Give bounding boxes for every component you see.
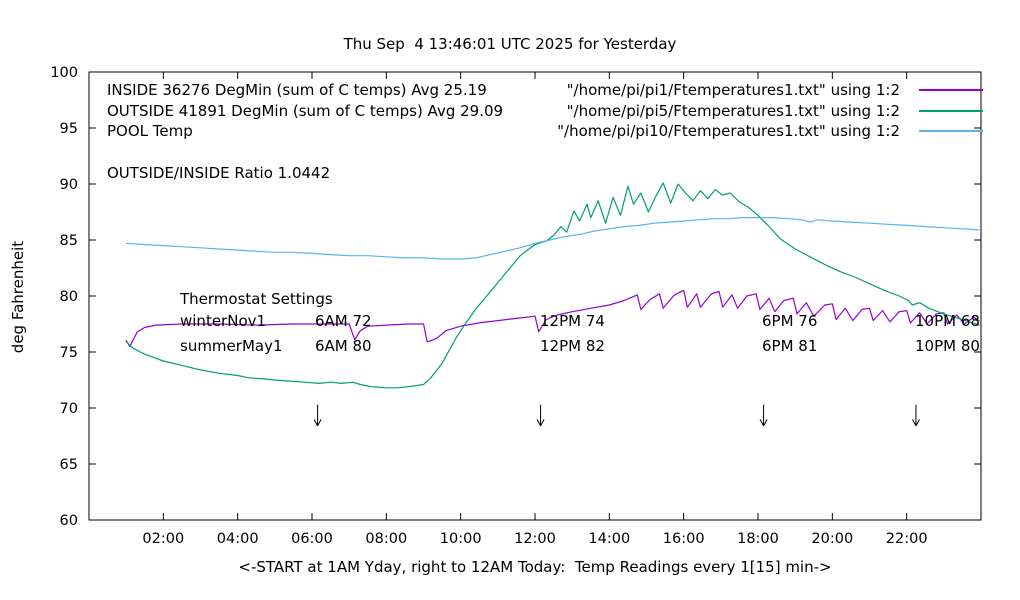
setting-time-arrow-head [912,419,917,427]
legend-pool-file: "/home/pi/pi10/Ftemperatures1.txt" using… [557,122,900,140]
thermostat-summer-season: summerMay1 [180,337,283,355]
thermostat-settings-heading: Thermostat Settings [180,290,333,308]
series-line-pool [125,217,980,260]
y-tick-label: 95 [60,121,78,137]
thermostat-winter-season: winterNov1 [180,312,267,330]
thermostat-summer-10pm: 10PM 80 [915,337,980,355]
x-tick-label: 18:00 [737,531,779,547]
y-tick-label: 85 [60,233,78,249]
y-tick-label: 80 [60,289,78,305]
inside-summary-label: INSIDE 36276 DegMin (sum of C temps) Avg… [107,81,487,99]
x-tick-label: 02:00 [142,531,184,547]
y-tick-label: 70 [60,401,78,417]
y-axis-label: deg Fahrenheit [9,240,27,354]
y-tick-label: 100 [50,65,78,81]
setting-time-arrow-head [759,419,765,427]
series-line-inside [125,289,980,347]
thermostat-winter-6pm: 6PM 76 [762,312,818,330]
setting-time-arrow-head [317,419,322,427]
x-tick-label: 20:00 [811,531,853,547]
thermostat-summer-6am: 6AM 80 [315,337,372,355]
series-line-outside [125,182,980,389]
y-tick-label: 60 [60,513,78,529]
setting-time-arrow-head [915,419,920,427]
setting-time-arrow-head [540,419,545,427]
x-tick-label: 04:00 [217,531,259,547]
x-tick-label: 16:00 [663,531,705,547]
legend-line-sample-inside [919,89,983,91]
thermostat-summer-6pm: 6PM 81 [762,337,818,355]
thermostat-summer-12pm: 12PM 82 [540,337,605,355]
y-tick-label: 90 [60,177,78,193]
x-tick-label: 12:00 [514,531,556,547]
thermostat-winter-10pm: 10PM 68 [915,312,980,330]
setting-time-arrow-head [536,419,542,427]
y-tick-label: 75 [60,345,78,361]
x-tick-label: 14:00 [588,531,630,547]
outside-summary-label: OUTSIDE 41891 DegMin (sum of C temps) Av… [107,102,504,120]
chart-title: Thu Sep 4 13:46:01 UTC 2025 for Yesterda… [343,35,677,53]
x-tick-label: 10:00 [440,531,482,547]
legend-outside-file: "/home/pi/pi5/Ftemperatures1.txt" using … [566,102,900,120]
x-axis-label: <-START at 1AM Yday, right to 12AM Today… [238,558,832,576]
legend-line-sample-pool [919,130,983,132]
x-tick-label: 06:00 [291,531,333,547]
thermostat-winter-12pm: 12PM 74 [540,312,605,330]
x-tick-label: 08:00 [365,531,407,547]
pool-summary-label: POOL Temp [107,122,193,140]
setting-time-arrow-head [763,419,768,427]
ratio-label: OUTSIDE/INSIDE Ratio 1.0442 [107,164,331,182]
thermostat-winter-6am: 6AM 72 [315,312,372,330]
y-tick-label: 65 [60,457,78,473]
x-tick-label: 22:00 [886,531,928,547]
setting-time-arrow-head [313,419,319,427]
legend-inside-file: "/home/pi/pi1/Ftemperatures1.txt" using … [566,81,900,99]
legend-line-sample-outside [919,110,983,112]
